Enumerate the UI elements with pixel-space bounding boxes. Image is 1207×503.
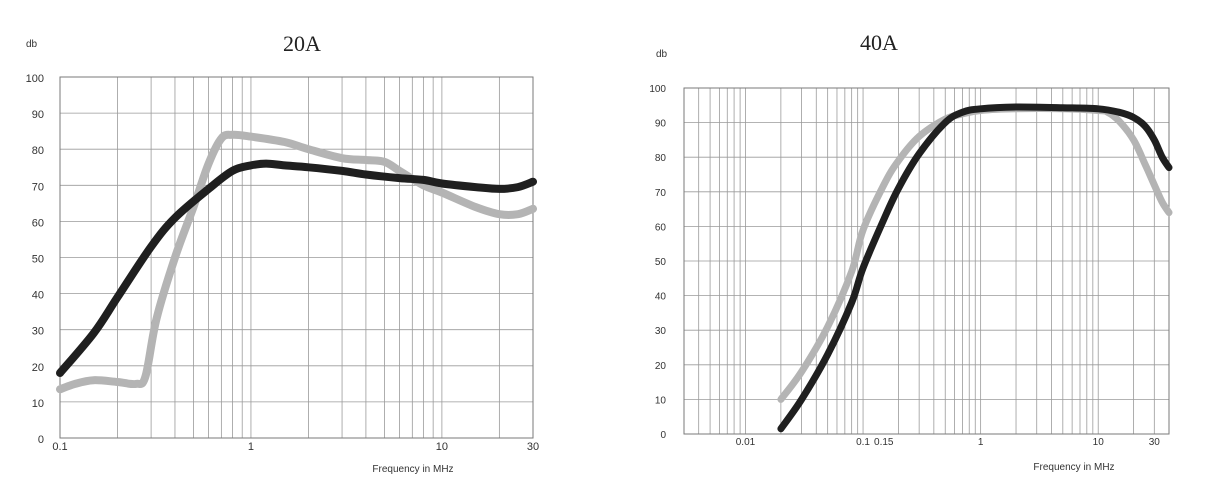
x-tick-label: 10 [436,441,448,453]
x-tick-label: 1 [978,437,984,448]
x-axis-label: Frequency in MHz [372,464,453,475]
x-tick-label: 0.01 [736,437,756,448]
y-tick-label: 0 [660,430,666,441]
y-tick-label: 80 [655,153,667,164]
x-tick-label: 30 [527,441,539,453]
y-tick-label: 10 [655,395,667,406]
x-tick-label: 10 [1093,437,1105,448]
chart-1: 20A db 0 10 20 30 40 50 60 70 80 90 100 0.1 1 10 30 Frequ… [26,31,539,475]
y-tick-label: 40 [32,290,44,302]
y-tick-label: 70 [32,181,44,193]
series-line-1 [56,159,537,377]
x-tick-label: 0.1 [856,437,870,448]
series-line-1 [777,103,1173,433]
y-tick-label: 70 [655,188,667,199]
x-tick-label: 30 [1149,437,1161,448]
y-tick-label: 40 [655,292,667,303]
y-tick-label: 60 [655,222,667,233]
chart-2: 40A db 0 10 20 30 40 50 60 70 80 90 100 0.01 0.1 0.15 1 1… [649,30,1173,473]
chart-title: 20A [283,31,321,56]
y-tick-label: 20 [32,362,44,374]
chart-title: 40A [860,30,898,55]
x-tick-label: 0.1 [52,441,67,453]
y-axis-unit-label: db [26,39,38,50]
y-tick-label: 60 [32,217,44,229]
y-tick-label: 0 [38,434,44,446]
y-tick-label: 30 [32,326,44,338]
y-tick-label: 50 [655,257,667,268]
plot-frame [59,76,534,439]
y-tick-label: 80 [32,145,44,157]
y-tick-label: 10 [32,398,44,410]
series-line-2 [56,130,537,394]
x-tick-label: 1 [248,441,254,453]
x-tick-label: 0.15 [874,437,894,448]
y-tick-label: 30 [655,326,667,337]
y-tick-label: 90 [32,109,44,121]
y-tick-label: 90 [655,119,667,130]
x-axis-label: Frequency in MHz [1033,462,1114,473]
y-axis-unit-label: db [656,49,668,60]
y-tick-label: 100 [649,84,666,95]
y-tick-label: 100 [26,73,44,85]
plot-frame [683,87,1170,435]
y-tick-label: 20 [655,361,667,372]
y-tick-label: 50 [32,254,44,266]
